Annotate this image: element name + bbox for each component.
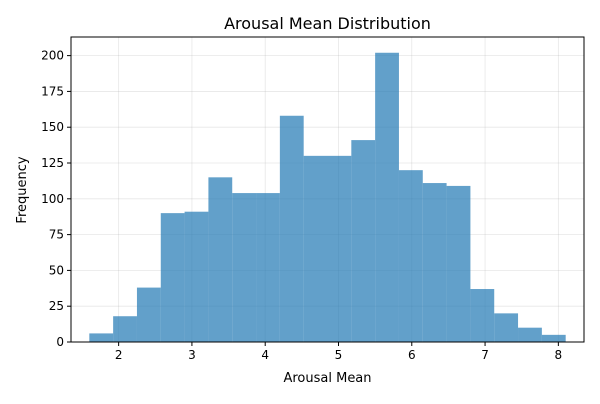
histogram-bar	[279, 115, 304, 343]
y-tick-label: 50	[49, 263, 64, 277]
histogram-bar	[470, 289, 495, 342]
histogram-bar	[89, 333, 114, 342]
y-tick-label: 25	[49, 299, 64, 313]
x-tick-label: 6	[408, 348, 416, 362]
x-axis-label: Arousal Mean	[283, 371, 371, 386]
y-tick-label: 100	[41, 192, 64, 206]
y-axis-ticks: 0 25 50 75 100 125 150 175 200	[41, 49, 71, 349]
y-tick-label: 75	[49, 228, 64, 242]
histogram-bar	[518, 327, 542, 342]
plot-frame	[70, 36, 585, 343]
histogram-bar	[160, 213, 185, 342]
histogram-bars	[89, 52, 566, 343]
y-tick-label: 0	[56, 335, 64, 349]
histogram-bar	[327, 155, 352, 342]
x-tick-label: 5	[335, 348, 343, 362]
histogram-bar	[232, 193, 257, 342]
histogram-bar	[184, 211, 209, 342]
histogram-bar	[494, 313, 519, 342]
x-tick-label: 8	[555, 348, 563, 362]
x-tick-label: 7	[481, 348, 489, 362]
chart-title: Arousal Mean Distribution	[224, 14, 431, 33]
histogram-bar	[256, 193, 280, 342]
y-axis-label: Frequency	[15, 156, 30, 223]
histogram-bar	[375, 52, 399, 343]
x-tick-label: 3	[188, 348, 196, 362]
histogram-bar	[422, 183, 447, 342]
x-axis-ticks: 2 3 4 5 6 7 8	[115, 342, 562, 362]
x-tick-label: 2	[115, 348, 123, 362]
histogram-bar	[398, 170, 423, 342]
y-tick-label: 200	[41, 49, 64, 63]
x-tick-label: 4	[261, 348, 269, 362]
histogram-bar	[541, 334, 566, 342]
histogram-bar	[351, 140, 376, 342]
histogram-bar	[446, 185, 471, 342]
histogram-bar	[303, 155, 328, 342]
histogram-bar	[208, 177, 233, 342]
histogram-bar	[136, 287, 161, 342]
histogram-bar	[113, 316, 137, 342]
y-tick-label: 175	[41, 84, 64, 98]
y-tick-label: 150	[41, 120, 64, 134]
y-tick-label: 125	[41, 156, 64, 170]
